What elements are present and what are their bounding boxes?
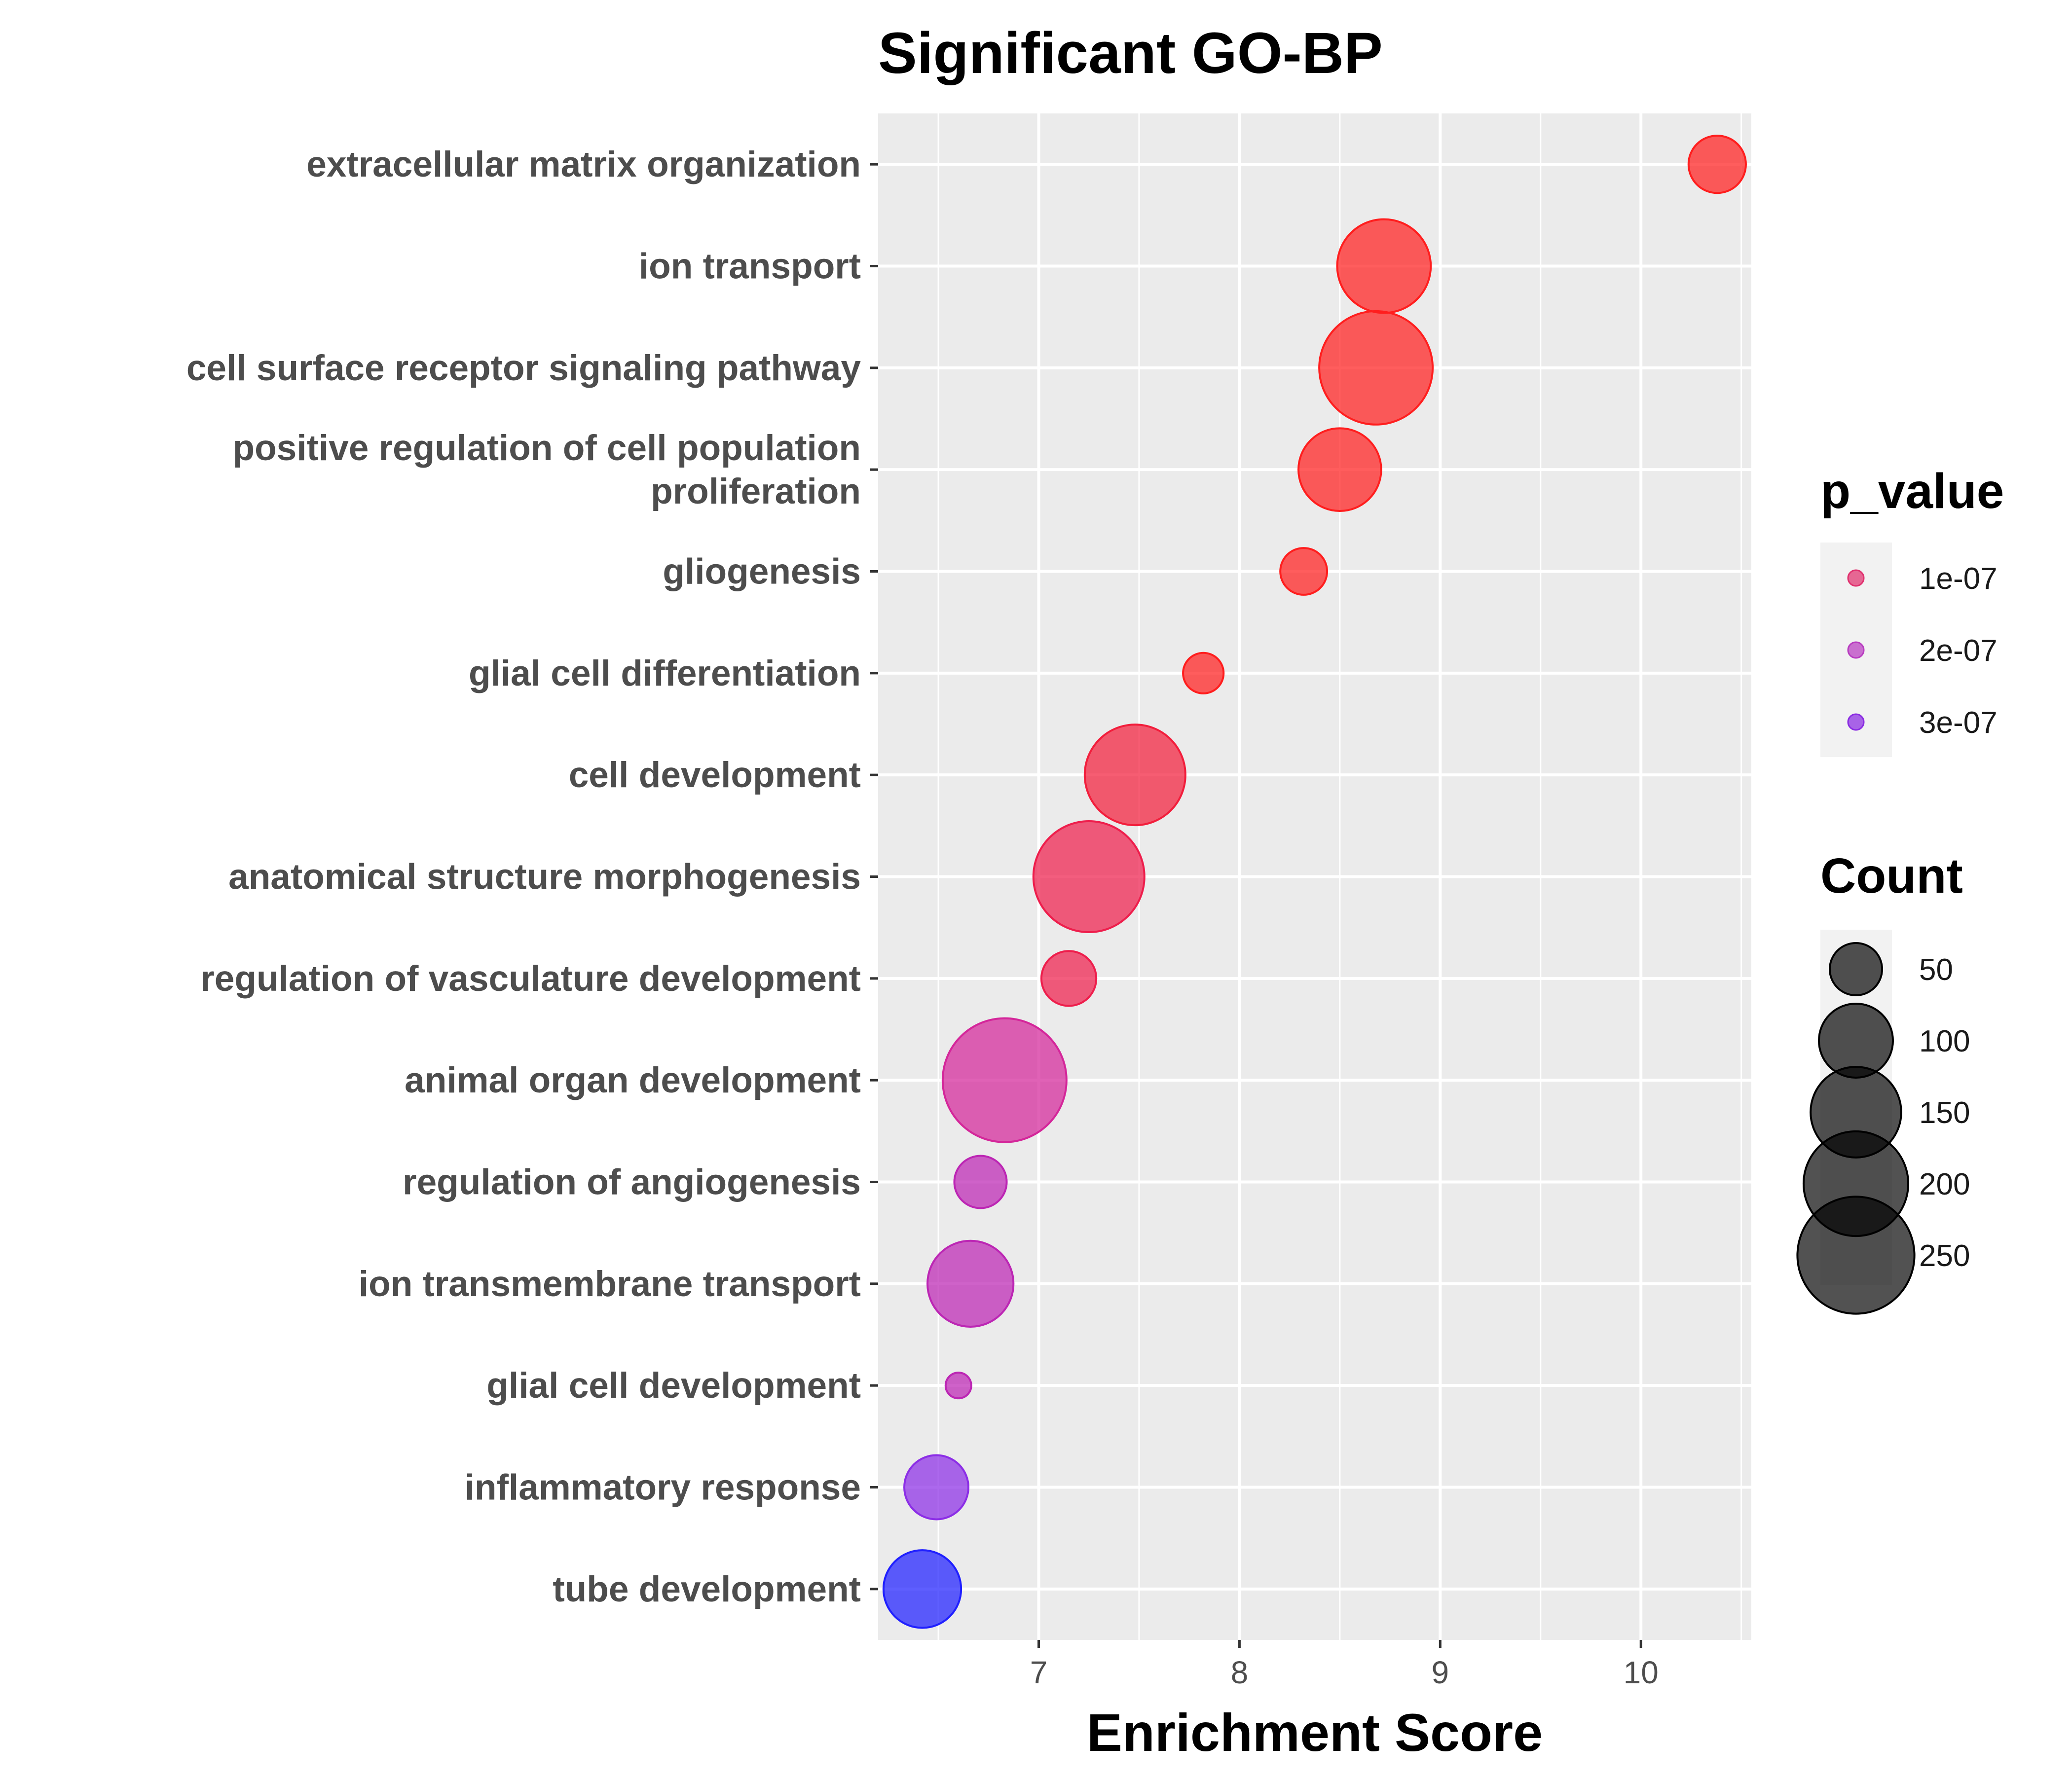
y-tick-label: tube development xyxy=(553,1569,861,1609)
y-tick-label-line: extracellular matrix organization xyxy=(306,145,861,184)
legend-p-value-key xyxy=(1847,569,1865,587)
x-tick-label: 7 xyxy=(1030,1655,1048,1690)
legend-count-label: 150 xyxy=(1919,1096,1970,1130)
y-tick-label-line: ion transport xyxy=(639,247,861,287)
data-point xyxy=(941,1017,1068,1143)
y-tick-label: inflammatory response xyxy=(465,1468,861,1508)
data-point xyxy=(1297,427,1382,512)
y-tick-label: regulation of vasculature development xyxy=(200,959,861,999)
legend-count-key xyxy=(1796,1196,1916,1315)
y-tick-label-line: tube development xyxy=(553,1569,861,1609)
data-point xyxy=(1279,547,1329,596)
y-tick-label: animal organ development xyxy=(405,1060,861,1100)
y-tick-label: ion transmembrane transport xyxy=(359,1264,861,1304)
data-point xyxy=(944,1372,972,1400)
data-point xyxy=(953,1155,1008,1209)
y-tick-label-line: cell surface receptor signaling pathway xyxy=(186,348,861,388)
y-tick-label: positive regulation of cell population pr… xyxy=(232,428,861,511)
data-point xyxy=(903,1454,969,1521)
y-tick-label-line: inflammatory response xyxy=(465,1468,861,1508)
data-point xyxy=(926,1239,1015,1328)
x-tick-label: 9 xyxy=(1432,1655,1449,1690)
y-tick-label-line: gliogenesis xyxy=(663,552,861,592)
y-tick-label-line: regulation of angiogenesis xyxy=(403,1162,861,1202)
data-point xyxy=(1083,724,1186,827)
y-tick-label: gliogenesis xyxy=(663,552,861,592)
y-tick-label-line: glial cell differentiation xyxy=(469,653,861,693)
x-tick-label: 8 xyxy=(1231,1655,1249,1690)
y-tick-label: ion transport xyxy=(639,247,861,287)
data-point xyxy=(1687,135,1747,194)
legend-count-label: 250 xyxy=(1919,1239,1970,1273)
x-tick-label: 10 xyxy=(1624,1655,1659,1690)
data-point xyxy=(882,1549,962,1629)
data-points xyxy=(882,135,1747,1629)
y-tick-label-line: glial cell development xyxy=(486,1366,861,1406)
y-tick-label: glial cell differentiation xyxy=(469,653,861,693)
x-axis: 7 8 9 10 xyxy=(1030,1640,1659,1690)
legend-count-label: 100 xyxy=(1919,1024,1970,1058)
legend-p-value-label: 3e-07 xyxy=(1919,706,1998,740)
grid-major xyxy=(878,113,1751,1640)
y-tick-label-line: anatomical structure morphogenesis xyxy=(228,857,861,897)
chart-title: Significant GO-BP xyxy=(878,21,1383,86)
legend-p-value-key xyxy=(1847,641,1865,659)
y-tick-label-line: proliferation xyxy=(651,472,861,511)
legend-p-value-key xyxy=(1847,713,1865,731)
y-tick-label: cell surface receptor signaling pathway xyxy=(186,348,861,388)
y-tick-label-line: ion transmembrane transport xyxy=(359,1264,861,1304)
legend-p-value-label: 1e-07 xyxy=(1919,562,1998,596)
y-tick-label: cell development xyxy=(569,755,861,795)
y-tick-label-line: positive regulation of cell population xyxy=(232,428,861,468)
y-tick-label: anatomical structure morphogenesis xyxy=(228,857,861,897)
legend-count: Count 50 100 150 200 250 xyxy=(1796,848,1970,1315)
y-tick-label: extracellular matrix organization xyxy=(306,145,861,184)
data-point xyxy=(1032,820,1146,933)
data-point xyxy=(1040,950,1098,1007)
legend-count-key xyxy=(1828,942,1884,997)
y-tick-label-line: regulation of vasculature development xyxy=(200,959,861,999)
legend-count-label: 50 xyxy=(1919,953,1953,987)
y-tick-label: regulation of angiogenesis xyxy=(403,1162,861,1202)
legend-p-value-label: 2e-07 xyxy=(1919,634,1998,668)
x-axis-title: Enrichment Score xyxy=(1087,1703,1543,1762)
y-tick-label: glial cell development xyxy=(486,1366,861,1406)
legend-p-value: p_value 1e-07 2e-07 3e-07 xyxy=(1820,464,2004,757)
legend-count-title: Count xyxy=(1820,848,1963,904)
data-point xyxy=(1336,218,1432,314)
data-point xyxy=(1318,310,1434,426)
y-tick-label-line: animal organ development xyxy=(405,1060,861,1100)
y-tick-label-line: cell development xyxy=(569,755,861,795)
data-point xyxy=(1182,652,1225,694)
legend-count-label: 200 xyxy=(1919,1167,1970,1201)
legend-p-value-title: p_value xyxy=(1820,464,2004,519)
y-axis: extracellular matrix organization ion tra… xyxy=(186,145,878,1609)
